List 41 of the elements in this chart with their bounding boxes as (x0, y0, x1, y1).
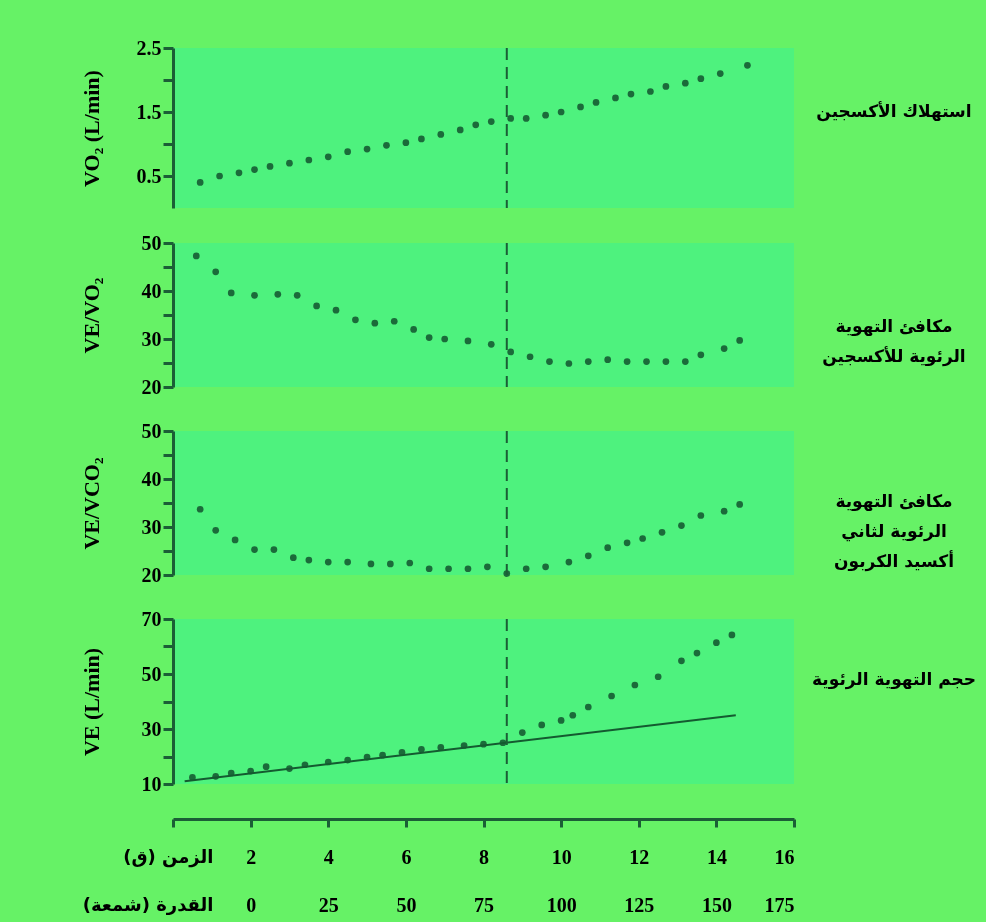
y-tick-label: 50 (141, 419, 162, 442)
text: مكافئ التهوية الرئوية للأكسجين (822, 315, 966, 367)
y-tick-label: 1.5 (136, 100, 162, 123)
x2-tick-label: 0 (246, 893, 257, 916)
x2-tick-label: 25 (318, 893, 339, 916)
y-tick-label: 70 (141, 607, 162, 630)
x-tick-label: 4 (323, 845, 334, 868)
y-tick-label: 2.5 (136, 36, 162, 59)
y-tick-label: 30 (141, 515, 162, 538)
x2-tick-label: 75 (474, 893, 494, 916)
x-tick-label: 10 (551, 845, 572, 868)
y-tick-label: 0.5 (136, 164, 162, 187)
y-tick-label: 10 (141, 772, 162, 795)
text: استهلاك الأكسجين (816, 101, 972, 122)
x-axis-title: الزمن (ق) (123, 845, 214, 868)
y-tick-label: 30 (141, 327, 162, 350)
x2-tick-label: 125 (624, 893, 655, 916)
text: حجم التهوية الرئوية (812, 669, 976, 691)
text: مكافئ التهوية الرئوية لثاني أكسيد الكربون (834, 490, 954, 572)
x2-tick-label: 150 (701, 893, 732, 916)
y-tick-label: 40 (141, 467, 162, 490)
x2-tick-label: 100 (546, 893, 577, 916)
y-axis-title: VE (L/min) (78, 647, 104, 757)
y-axis-title: VE/VCO₂ (78, 457, 104, 550)
x-tick-label: 12 (629, 845, 650, 868)
x-tick-label: 16 (774, 845, 795, 868)
y-tick-label: 20 (141, 563, 162, 586)
x-tick-label: 8 (479, 845, 489, 868)
y-axis-title: VE/VO₂ (78, 277, 104, 354)
x-tick-label: 6 (401, 845, 412, 868)
x2-axis-title: القدرة (شمعة) (82, 893, 214, 915)
y-tick-label: 50 (141, 231, 162, 254)
x2-tick-label: 50 (396, 893, 417, 916)
y-tick-label: 40 (141, 279, 162, 302)
y-axis-title: VO₂ (L/min) (78, 70, 104, 187)
y-tick-label: 50 (141, 662, 162, 685)
x-tick-label: 2 (246, 845, 257, 868)
y-tick-label: 30 (141, 717, 162, 740)
x2-tick-label: 175 (764, 893, 795, 916)
y-tick-label: 20 (141, 375, 162, 398)
x-tick-label: 14 (706, 845, 727, 868)
